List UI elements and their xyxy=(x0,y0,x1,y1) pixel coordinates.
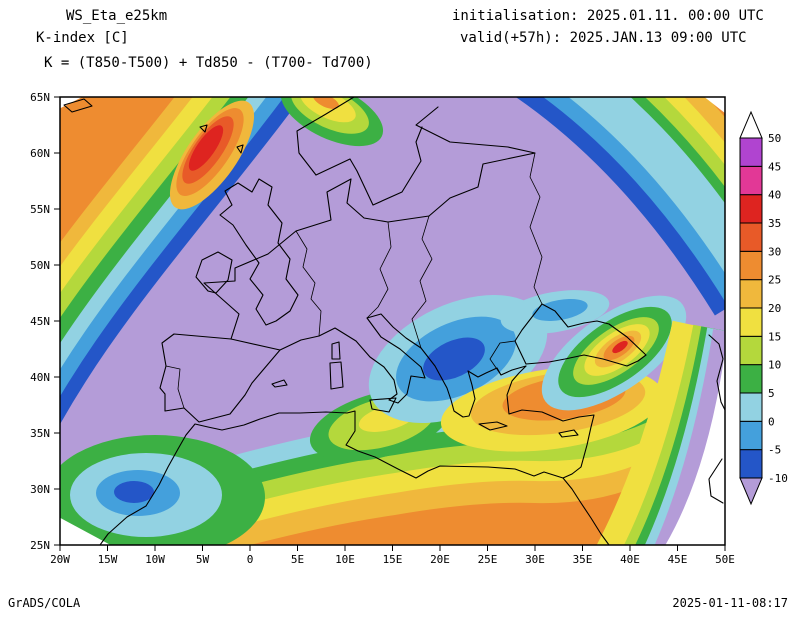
colorbar-tick-label: 40 xyxy=(768,189,781,202)
x-tick-label: 25E xyxy=(478,553,498,566)
colorbar-tick-label: 25 xyxy=(768,274,781,287)
colorbar-arrow-above-max xyxy=(740,112,762,138)
colorbar-tick-label: 20 xyxy=(768,302,781,315)
x-tick-label: 5W xyxy=(196,553,210,566)
colorbar-cell xyxy=(740,195,762,223)
y-tick-label: 65N xyxy=(30,91,50,104)
y-tick-label: 55N xyxy=(30,203,50,216)
weather-map-figure: 20W15W10W5W05E10E15E20E25E30E35E40E45E50… xyxy=(0,0,800,618)
y-tick-label: 50N xyxy=(30,259,50,272)
colorbar-cell xyxy=(740,223,762,251)
y-tick-label: 40N xyxy=(30,371,50,384)
colorbar-tick-label: 35 xyxy=(768,217,781,230)
x-tick-label: 45E xyxy=(668,553,688,566)
x-tick-label: 15E xyxy=(383,553,403,566)
colorbar-cell xyxy=(740,308,762,336)
colorbar-tick-label: 30 xyxy=(768,245,781,258)
y-tick-label: 25N xyxy=(30,539,50,552)
colorbar-cell xyxy=(740,251,762,279)
colorbar-cell xyxy=(740,138,762,166)
grads-cola-credit: GrADS/COLA xyxy=(8,596,80,610)
colorbar-cell xyxy=(740,280,762,308)
x-axis-longitude: 20W 15W 10W 5W 0 5E 10E 15E 20E 25E 30E 35E 40E 45E 50… xyxy=(50,545,735,566)
x-tick-label: 10W xyxy=(145,553,165,566)
colorbar-tick-label: 45 xyxy=(768,160,781,173)
x-tick-label: 0 xyxy=(247,553,254,566)
colorbar-tick-label: 50 xyxy=(768,132,781,145)
colorbar-cell xyxy=(740,166,762,194)
y-tick-label: 35N xyxy=(30,427,50,440)
colorbar-cell xyxy=(740,450,762,478)
creation-timestamp: 2025-01-11-08:17 xyxy=(672,596,788,610)
x-tick-label: 5E xyxy=(291,553,304,566)
grads-plot-page: WS_Eta_e25km K-index [C] K = (T850-T500)… xyxy=(0,0,800,618)
colorbar-arrow-below-min xyxy=(740,478,762,504)
x-tick-label: 35E xyxy=(573,553,593,566)
colorbar-cell xyxy=(740,421,762,449)
colorbar-cell xyxy=(740,393,762,421)
y-tick-label: 45N xyxy=(30,315,50,328)
x-tick-label: 30E xyxy=(525,553,545,566)
colorbar-tick-label: 5 xyxy=(768,387,775,400)
x-tick-label: 10E xyxy=(335,553,355,566)
x-tick-label: 40E xyxy=(620,553,640,566)
y-axis-latitude: 25N 30N 35N 40N 45N 50N 55N 60N 65N xyxy=(30,91,60,552)
colorbar-legend: -10 -5 0 5 10 15 20 25 30 35 40 45 50 xyxy=(740,112,788,504)
colorbar-cell xyxy=(740,336,762,364)
colorbar-tick-label: 15 xyxy=(768,330,781,343)
x-tick-label: 20E xyxy=(430,553,450,566)
x-tick-label: 50E xyxy=(715,553,735,566)
x-tick-label: 15W xyxy=(98,553,118,566)
colorbar-tick-label: -5 xyxy=(768,444,781,457)
colorbar-tick-label: -10 xyxy=(768,472,788,485)
y-tick-label: 30N xyxy=(30,483,50,496)
map-area xyxy=(0,0,800,593)
colorbar-tick-label: 0 xyxy=(768,415,775,428)
colorbar-tick-label: 10 xyxy=(768,359,781,372)
y-tick-label: 60N xyxy=(30,147,50,160)
contour-field xyxy=(0,0,800,593)
colorbar-cell xyxy=(740,365,762,393)
x-tick-label: 20W xyxy=(50,553,70,566)
